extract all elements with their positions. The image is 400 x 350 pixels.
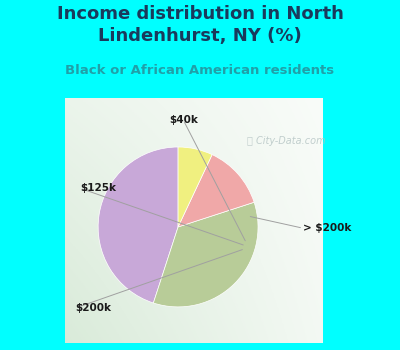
Text: $125k: $125k bbox=[80, 183, 116, 193]
Text: $200k: $200k bbox=[75, 303, 111, 313]
Text: Black or African American residents: Black or African American residents bbox=[66, 64, 334, 77]
Wedge shape bbox=[98, 147, 178, 303]
Wedge shape bbox=[153, 202, 258, 307]
Text: Income distribution in North
Lindenhurst, NY (%): Income distribution in North Lindenhurst… bbox=[56, 5, 344, 45]
Wedge shape bbox=[178, 155, 254, 227]
Text: $40k: $40k bbox=[169, 115, 198, 125]
Text: ⓘ City-Data.com: ⓘ City-Data.com bbox=[247, 135, 326, 146]
Wedge shape bbox=[178, 147, 212, 227]
Text: > $200k: > $200k bbox=[303, 223, 352, 233]
